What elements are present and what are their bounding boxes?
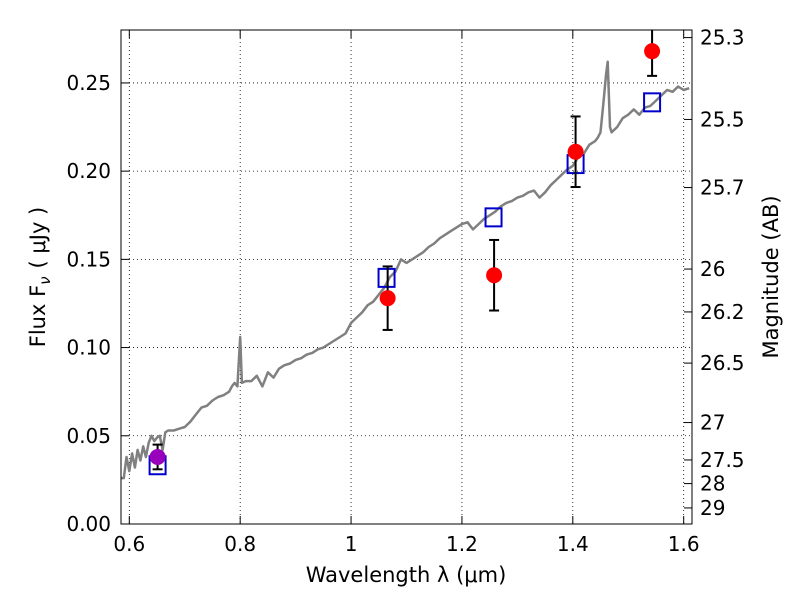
spectrum-layer — [121, 60, 690, 480]
y2-tick-label: 26 — [700, 257, 725, 281]
y-tick-label: 0.20 — [66, 159, 111, 183]
x-tick-label: 1.4 — [557, 532, 589, 556]
data-point — [379, 290, 396, 307]
y2-tick-label: 29 — [700, 496, 725, 520]
marker-layer — [148, 30, 662, 476]
x-tick-label: 0.8 — [224, 532, 256, 556]
x-tick-labels: 0.6 0.8 1 1.2 1.4 1.6 — [113, 532, 699, 556]
y-axis-label-unit: ( μJy ) — [26, 207, 50, 269]
model-square-marker — [484, 207, 503, 228]
y2-tick-label: 25.7 — [700, 176, 745, 200]
y2-tick-label: 26.2 — [700, 300, 745, 324]
y2-tick-label: 25.5 — [700, 107, 745, 131]
x-tick-label: 1.2 — [446, 532, 478, 556]
y-axis-label-sub: ν — [36, 276, 54, 284]
plot-frame — [120, 29, 693, 525]
y-tick-label: 0.10 — [66, 336, 111, 360]
x-axis-label: Wavelength λ (μm) — [306, 563, 507, 587]
model-square-marker — [377, 267, 396, 288]
y2-tick-label: 28 — [700, 472, 725, 496]
y2-axis-label: Magnitude (AB) — [759, 195, 783, 358]
tick-marks — [121, 30, 692, 525]
y-axis-label-main: Flux F — [26, 285, 50, 347]
y2-tick-label: 25.3 — [700, 26, 745, 50]
grid-lines — [121, 30, 692, 524]
y2-tick-label: 27.5 — [700, 448, 745, 472]
x-tick-label: 1 — [345, 532, 358, 556]
y2-tick-label: 26.5 — [700, 351, 745, 375]
x-tick-label: 0.6 — [113, 532, 145, 556]
y-axis-label: Flux Fν ( μJy ) — [26, 207, 54, 348]
y-tick-labels: 0.00 0.05 0.10 0.15 0.20 0.25 — [66, 71, 111, 536]
y-tick-label: 0.05 — [66, 424, 111, 448]
model-square-marker — [643, 92, 662, 113]
y-tick-label: 0.25 — [66, 71, 111, 95]
y-tick-label: 0.00 — [66, 512, 111, 536]
spectrum-line — [121, 60, 690, 480]
data-point — [644, 43, 661, 60]
y2-tick-label: 27 — [700, 411, 725, 435]
data-point — [567, 143, 584, 160]
data-point — [149, 448, 166, 465]
x-tick-label: 1.6 — [668, 532, 700, 556]
data-point — [486, 267, 503, 284]
y-tick-label: 0.15 — [66, 247, 111, 271]
